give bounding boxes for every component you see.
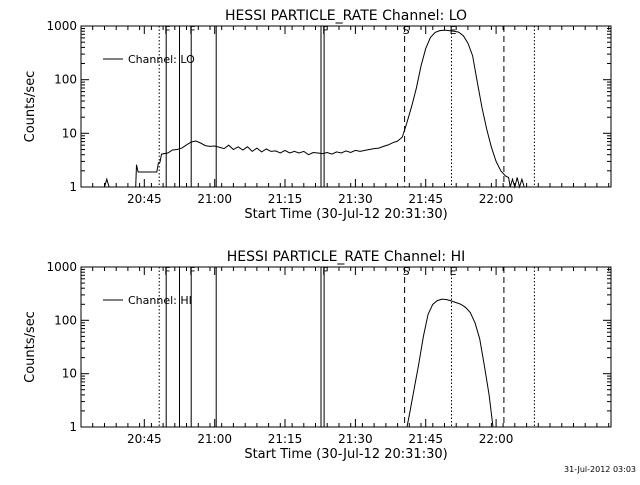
event-marker-label: F [164, 265, 170, 278]
y-axis-label: Counts/sec [23, 311, 38, 383]
event-marker-label: F [322, 265, 328, 278]
event-marker-label: E [450, 24, 457, 37]
y-tick-label: 1 [69, 180, 77, 194]
x-tick-label: 21:00 [197, 192, 232, 206]
plot-frame [80, 266, 612, 428]
event-marker-label: F [164, 24, 170, 37]
x-axis-label: Start Time (30-Jul-12 20:31:30) [244, 447, 447, 462]
chart-panel: HESSI PARTICLE_RATE Channel: HIF F F S E1101… [23, 249, 612, 462]
legend-label: Channel: HI [128, 294, 192, 307]
y-tick-label: 10 [62, 126, 77, 140]
x-axis-label: Start Time (30-Jul-12 20:31:30) [244, 207, 447, 222]
x-tick-label: 21:00 [197, 432, 232, 446]
generation-timestamp: 31-Jul-2012 03:03 [564, 465, 636, 474]
x-tick-label: 20:45 [127, 192, 162, 206]
x-tick-label: 21:45 [408, 192, 443, 206]
x-tick-label: 22:00 [479, 432, 514, 446]
chart-panel: HESSI PARTICLE_RATE Channel: LOF F F S E1101… [23, 8, 612, 222]
x-tick-label: 22:00 [479, 192, 514, 206]
x-tick-label: 20:45 [127, 432, 162, 446]
x-tick-label: 21:30 [338, 432, 373, 446]
y-tick-label: 100 [54, 313, 77, 327]
event-marker-label: S [403, 265, 410, 278]
y-tick-label: 1000 [46, 19, 77, 33]
x-tick-label: 21:15 [268, 192, 303, 206]
x-tick-label: 21:30 [338, 192, 373, 206]
x-tick-label: 21:45 [408, 432, 443, 446]
y-tick-label: 1 [69, 420, 77, 434]
event-marker-label: F [322, 24, 328, 37]
plot-frame [80, 25, 612, 188]
series-line [406, 298, 494, 428]
y-tick-label: 10 [62, 367, 77, 381]
event-marker-label: F [189, 265, 195, 278]
event-marker-label: F [189, 24, 195, 37]
chart-title: HESSI PARTICLE_RATE Channel: HI [227, 249, 465, 265]
y-tick-label: 100 [54, 73, 77, 87]
event-marker-label: E [450, 265, 457, 278]
event-marker-label: S [403, 24, 410, 37]
series-line [135, 29, 525, 189]
series-line [104, 177, 110, 188]
y-axis-label: Counts/sec [23, 71, 38, 143]
chart-title: HESSI PARTICLE_RATE Channel: LO [225, 8, 467, 24]
x-tick-label: 21:15 [268, 432, 303, 446]
legend-label: Channel: LO [128, 53, 195, 66]
y-tick-label: 1000 [46, 260, 77, 274]
